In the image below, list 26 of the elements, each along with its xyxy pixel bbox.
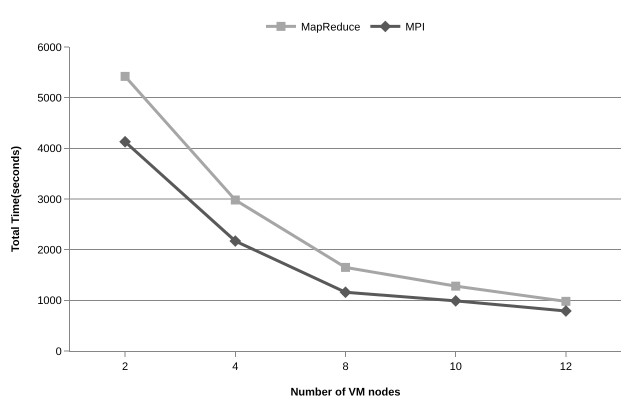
point	[451, 282, 460, 291]
point	[450, 294, 462, 307]
point	[341, 262, 350, 272]
x-tick-label: 2	[122, 361, 128, 374]
y-tick-label: 6000	[37, 42, 62, 54]
y-axis-title: Total Time(seconds)	[10, 146, 22, 252]
x-axis-title: Number of VM nodes	[290, 386, 401, 398]
point	[229, 235, 242, 247]
x-tick-label: 4	[232, 361, 238, 374]
y-tick-label: 5000	[37, 92, 62, 105]
legend-label: MapReduce	[301, 22, 360, 34]
legend-label: MPI	[405, 22, 425, 34]
point	[120, 72, 130, 81]
x-tick-label: 10	[450, 361, 462, 374]
y-tick-label: 3000	[37, 194, 62, 206]
x-tick-label: 8	[342, 361, 349, 374]
point	[230, 196, 240, 205]
y-tick-label: 0	[56, 346, 62, 358]
y-tick-label: 2000	[37, 244, 62, 257]
y-tick-label: 4000	[37, 143, 62, 156]
point	[560, 305, 572, 317]
point	[561, 296, 570, 306]
point	[119, 136, 131, 148]
y-tick-label: 1000	[37, 295, 62, 308]
x-tick-label: 12	[560, 361, 572, 374]
point	[340, 286, 352, 298]
